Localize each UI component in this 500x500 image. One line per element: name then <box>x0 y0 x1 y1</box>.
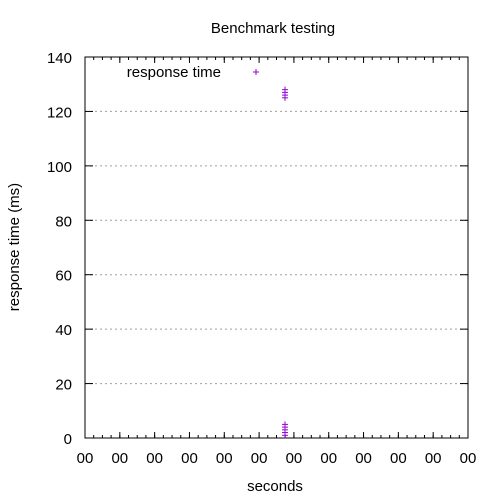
x-tick-label: 00 <box>355 450 372 467</box>
legend-marker-glyph <box>253 69 259 75</box>
y-tick-label: 100 <box>47 159 72 176</box>
x-tick-label: 00 <box>460 450 477 467</box>
y-tick-label: 0 <box>64 431 72 448</box>
x-tick-label: 00 <box>286 450 303 467</box>
x-tick-label: 00 <box>425 450 442 467</box>
y-tick-label: 120 <box>47 104 72 121</box>
data-point <box>282 421 288 428</box>
axis-ticks: 0 20 40 60 80 100 120 140 00 00 00 00 00 00 00 00 00 00 00… <box>47 50 476 467</box>
x-tick-label: 00 <box>181 450 198 467</box>
grid-lines <box>85 110 468 385</box>
y-axis-label: response time (ms) <box>6 183 23 311</box>
legend: response time <box>127 64 259 81</box>
data-point <box>282 86 288 93</box>
y-tick-label: 20 <box>55 377 72 394</box>
plot-frame <box>84 56 469 439</box>
y-tick-label: 140 <box>47 50 72 67</box>
x-tick-label: 00 <box>216 450 233 467</box>
legend-marker <box>253 69 259 75</box>
x-tick-label: 00 <box>146 450 163 467</box>
x-axis-label: seconds <box>247 478 303 495</box>
x-tick-label: 00 <box>390 450 407 467</box>
x-tick-label: 00 <box>320 450 337 467</box>
x-tick-label: 00 <box>251 450 268 467</box>
x-tick-label: 00 <box>77 450 94 467</box>
y-tick-label: 80 <box>55 213 72 230</box>
legend-label: response time <box>127 64 221 81</box>
data-points <box>282 86 288 439</box>
chart-title: Benchmark testing <box>211 20 335 37</box>
y-tick-label: 60 <box>55 268 72 285</box>
y-tick-label: 40 <box>55 322 72 339</box>
x-tick-label: 00 <box>111 450 128 467</box>
